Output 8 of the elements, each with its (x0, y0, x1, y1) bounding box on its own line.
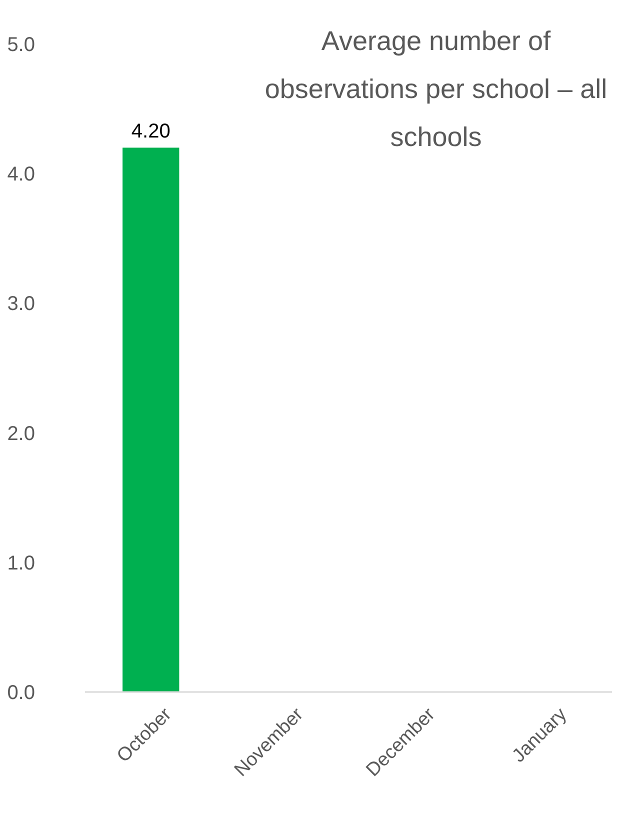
y-tick-label: 5.0 (7, 34, 35, 56)
y-tick-label: 3.0 (7, 293, 35, 316)
y-tick-label: 1.0 (7, 552, 35, 574)
y-tick-label: 2.0 (7, 422, 35, 445)
text: Average number of observations per school – all schools (264, 26, 608, 152)
data-label: 4.20 (131, 120, 170, 143)
y-tick-label: 4.0 (7, 164, 35, 186)
y-tick-label: 0.0 (7, 682, 35, 704)
